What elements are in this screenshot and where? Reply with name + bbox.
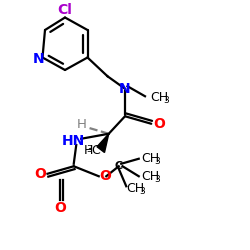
Text: CH: CH (150, 91, 168, 104)
Text: 3: 3 (154, 157, 160, 166)
Text: 3: 3 (86, 146, 92, 154)
Text: O: O (99, 169, 111, 183)
Text: N: N (33, 52, 44, 66)
Text: N: N (119, 82, 131, 96)
Text: O: O (54, 200, 66, 214)
Text: O: O (34, 167, 46, 181)
Polygon shape (97, 134, 109, 152)
Text: H: H (84, 144, 93, 156)
Text: CH: CH (141, 170, 160, 183)
Text: Cl: Cl (58, 3, 72, 17)
Text: 3: 3 (163, 96, 169, 105)
Text: O: O (153, 117, 165, 131)
Text: C: C (115, 161, 123, 171)
Text: CH: CH (141, 152, 160, 165)
Text: 3: 3 (154, 175, 160, 184)
Text: 3: 3 (139, 187, 145, 196)
Text: HN: HN (62, 134, 86, 148)
Text: H: H (76, 118, 86, 132)
Text: C: C (91, 144, 100, 156)
Text: CH: CH (126, 182, 144, 195)
